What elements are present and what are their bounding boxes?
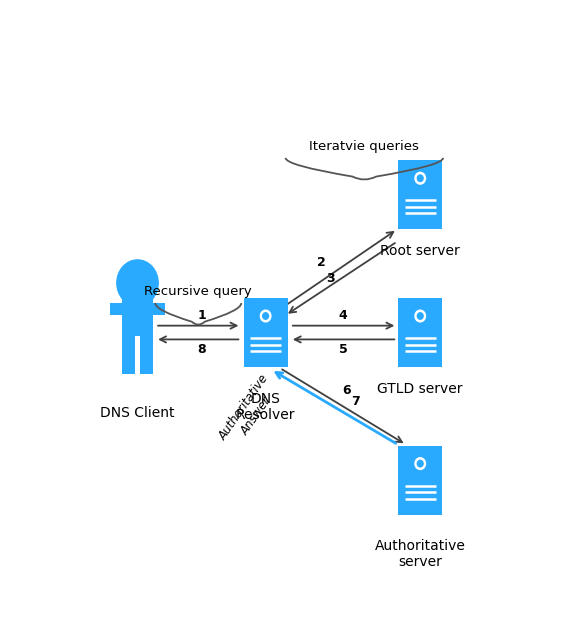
Text: DNS Client: DNS Client	[100, 406, 175, 420]
FancyBboxPatch shape	[122, 335, 135, 374]
Text: 1: 1	[197, 309, 206, 321]
Circle shape	[260, 310, 271, 322]
Circle shape	[117, 260, 158, 306]
Text: 6: 6	[342, 384, 351, 397]
Text: 5: 5	[339, 343, 347, 357]
Text: 4: 4	[339, 309, 347, 321]
Text: 3: 3	[326, 272, 335, 284]
Text: 8: 8	[197, 343, 206, 357]
Circle shape	[415, 173, 425, 184]
Circle shape	[415, 310, 425, 322]
Text: 2: 2	[317, 256, 326, 269]
FancyBboxPatch shape	[398, 298, 442, 367]
Circle shape	[417, 175, 423, 181]
Circle shape	[263, 312, 268, 320]
Text: Recursive query: Recursive query	[144, 285, 252, 298]
FancyBboxPatch shape	[140, 335, 153, 374]
FancyBboxPatch shape	[122, 294, 153, 335]
Text: DNS
Resolver: DNS Resolver	[236, 392, 295, 422]
Text: 7: 7	[351, 395, 360, 408]
Text: Root server: Root server	[380, 244, 460, 258]
Text: Iteratvie queries: Iteratvie queries	[310, 140, 420, 153]
Text: GTLD server: GTLD server	[377, 381, 463, 396]
FancyBboxPatch shape	[110, 303, 165, 315]
FancyBboxPatch shape	[398, 446, 442, 514]
Circle shape	[415, 458, 425, 470]
FancyBboxPatch shape	[243, 298, 288, 367]
FancyBboxPatch shape	[398, 160, 442, 229]
Text: Authoritative
Answer: Authoritative Answer	[217, 373, 284, 452]
Circle shape	[417, 460, 423, 467]
Circle shape	[417, 312, 423, 320]
Text: Authoritative
server: Authoritative server	[375, 539, 466, 569]
